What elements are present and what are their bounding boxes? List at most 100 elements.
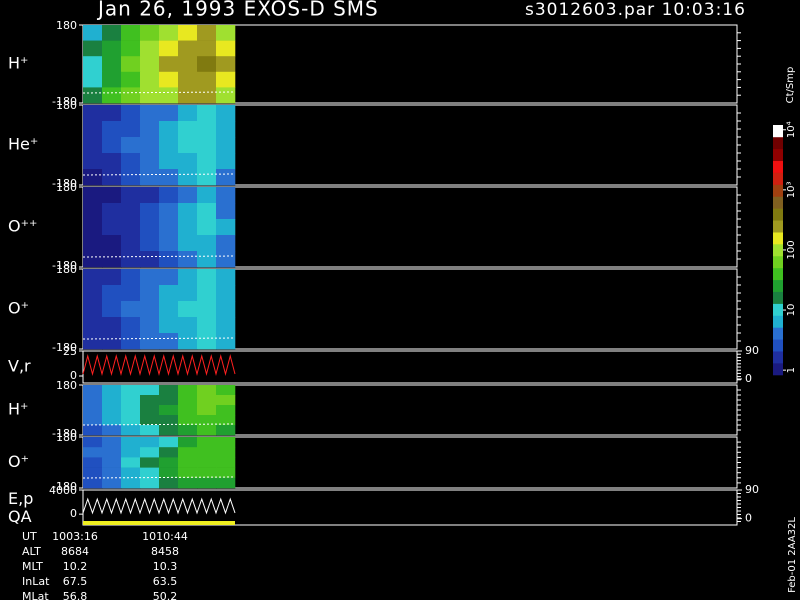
heatmap-cell xyxy=(83,219,103,236)
y-tick-label: 0 xyxy=(70,369,77,382)
colorbar-tick-label: 10⁴ xyxy=(786,121,797,138)
heatmap-cell xyxy=(159,447,179,458)
heatmap-cell xyxy=(216,235,236,252)
heatmap-cell xyxy=(140,87,160,104)
heatmap-cell xyxy=(216,219,236,236)
trace-line xyxy=(82,255,236,258)
heatmap-cell xyxy=(140,251,160,268)
y-tick-label: 180 xyxy=(56,19,77,32)
heatmap-cell xyxy=(197,447,217,458)
heatmap-cell xyxy=(178,235,198,252)
heatmap-cell xyxy=(197,187,217,204)
heatmap-cell xyxy=(159,457,179,468)
heatmap-cell xyxy=(121,437,141,448)
colorbar-segment xyxy=(773,184,783,197)
heatmap-cell xyxy=(140,467,160,479)
heatmap-cell xyxy=(216,121,236,138)
heatmap-cell xyxy=(121,415,141,426)
heatmap-cell xyxy=(102,71,122,88)
colorbar-segment xyxy=(773,279,783,292)
heatmap-cell xyxy=(140,285,160,302)
heatmap-cell xyxy=(159,219,179,236)
heatmap-cell xyxy=(216,301,236,318)
heatmap-cell xyxy=(197,405,217,416)
heatmap-cell xyxy=(83,87,103,104)
heatmap-cell xyxy=(121,203,141,220)
heatmap-cell xyxy=(83,405,103,416)
heatmap-cell xyxy=(140,105,160,122)
y2-tick-label: 0 xyxy=(745,372,752,385)
heatmap-cell xyxy=(159,105,179,122)
heatmap-cell xyxy=(159,251,179,268)
heatmap-cell xyxy=(197,105,217,122)
heatmap-cell xyxy=(121,71,141,88)
heatmap-cell xyxy=(197,25,217,41)
heatmap-cell xyxy=(197,40,217,57)
colorbar-segment xyxy=(773,125,783,138)
colorbar-segment xyxy=(773,339,783,352)
heatmap-cell xyxy=(159,121,179,138)
info-label: MLat xyxy=(22,590,49,600)
heatmap-cell xyxy=(159,385,179,396)
heatmap-cell xyxy=(102,385,122,396)
info-value: 8458 xyxy=(151,545,179,558)
colorbar-segment xyxy=(773,315,783,328)
heatmap-cell xyxy=(159,437,179,448)
heatmap-cell xyxy=(102,235,122,252)
heatmap-cell xyxy=(159,235,179,252)
heatmap-cell xyxy=(83,457,103,468)
info-value: 56.8 xyxy=(63,590,88,600)
heatmap-cell xyxy=(102,203,122,220)
heatmap-cell xyxy=(197,137,217,154)
heatmap-cell xyxy=(178,137,198,154)
heatmap-cell xyxy=(102,447,122,458)
heatmap-cell xyxy=(102,121,122,138)
y-tick-label: -180 xyxy=(52,259,77,272)
heatmap-cell xyxy=(197,169,217,186)
heatmap-cell xyxy=(159,425,179,436)
heatmap-cell xyxy=(216,437,236,448)
y-tick-label: -180 xyxy=(52,341,77,354)
info-value: 1010:44 xyxy=(142,530,188,543)
heatmap-cell xyxy=(159,40,179,57)
y-tick-label: -180 xyxy=(52,480,77,493)
info-label: ALT xyxy=(22,545,41,558)
heatmap-cell xyxy=(197,71,217,88)
heatmap-cell xyxy=(83,447,103,458)
heatmap-cell xyxy=(121,467,141,479)
heatmap-cell xyxy=(121,285,141,302)
heatmap-cell xyxy=(83,121,103,138)
heatmap-cell xyxy=(216,467,236,479)
heatmap-cell xyxy=(159,477,179,489)
colorbar-segment xyxy=(773,148,783,162)
heatmap-cell xyxy=(140,301,160,318)
heatmap-cell xyxy=(178,153,198,170)
heatmap-cell xyxy=(216,395,236,406)
colorbar-tick-label: 1 xyxy=(786,367,797,373)
heatmap-cell xyxy=(197,477,217,489)
heatmap-cell xyxy=(178,477,198,489)
heatmap-cell xyxy=(121,25,141,41)
heatmap-cell xyxy=(216,385,236,396)
heatmap-cell xyxy=(102,137,122,154)
heatmap-cell xyxy=(178,457,198,468)
panel-label: H⁺ xyxy=(8,400,28,419)
info-value: 1003:16 xyxy=(52,530,98,543)
heatmap-cell xyxy=(83,395,103,406)
heatmap-cell xyxy=(121,301,141,318)
heatmap-cell xyxy=(197,301,217,318)
heatmap-cell xyxy=(178,395,198,406)
heatmap-cell xyxy=(159,169,179,186)
heatmap-cell xyxy=(178,385,198,396)
heatmap-cell xyxy=(121,153,141,170)
heatmap-cell xyxy=(140,437,160,448)
heatmap-cell xyxy=(83,153,103,170)
heatmap-cell xyxy=(121,457,141,468)
heatmap-cell xyxy=(102,285,122,302)
heatmap-cell xyxy=(178,219,198,236)
heatmap-cell xyxy=(102,219,122,236)
heatmap-cell xyxy=(159,153,179,170)
series-line xyxy=(82,497,236,515)
y-tick-label: 180 xyxy=(56,379,77,392)
heatmap-cell xyxy=(216,457,236,468)
